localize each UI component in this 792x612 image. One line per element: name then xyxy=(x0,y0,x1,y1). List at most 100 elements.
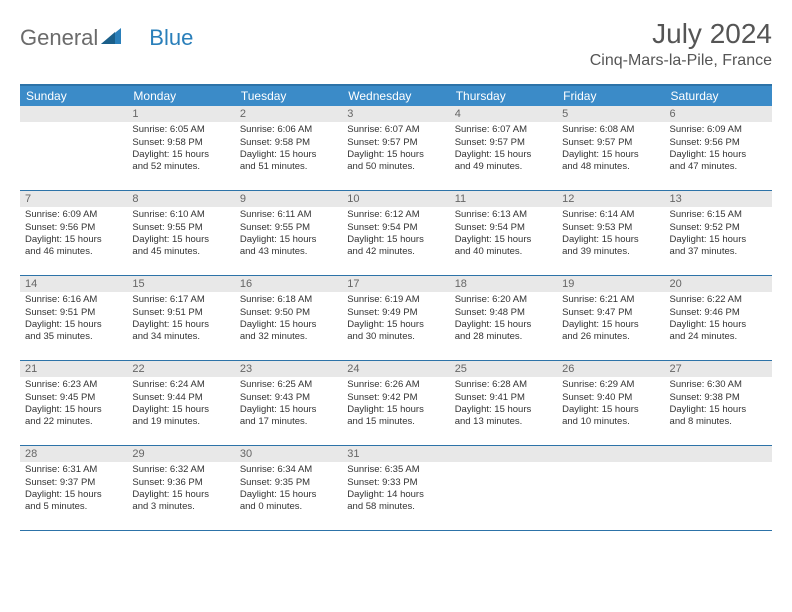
day-line: Sunset: 9:55 PM xyxy=(132,222,229,234)
day-cell xyxy=(665,446,772,530)
day-line: Sunrise: 6:26 AM xyxy=(347,379,444,391)
day-header-cell: Thursday xyxy=(450,86,557,106)
day-line: Sunrise: 6:21 AM xyxy=(562,294,659,306)
day-cell: 27Sunrise: 6:30 AMSunset: 9:38 PMDayligh… xyxy=(665,361,772,445)
day-line: Sunset: 9:57 PM xyxy=(455,137,552,149)
day-number: 31 xyxy=(342,446,449,462)
day-cell: 6Sunrise: 6:09 AMSunset: 9:56 PMDaylight… xyxy=(665,106,772,190)
day-number: 6 xyxy=(665,106,772,122)
day-line: Sunrise: 6:29 AM xyxy=(562,379,659,391)
day-content: Sunrise: 6:10 AMSunset: 9:55 PMDaylight:… xyxy=(127,207,234,262)
day-content: Sunrise: 6:25 AMSunset: 9:43 PMDaylight:… xyxy=(235,377,342,432)
day-cell: 23Sunrise: 6:25 AMSunset: 9:43 PMDayligh… xyxy=(235,361,342,445)
day-line: Sunset: 9:54 PM xyxy=(455,222,552,234)
day-line: and 17 minutes. xyxy=(240,416,337,428)
day-number: 30 xyxy=(235,446,342,462)
day-content: Sunrise: 6:21 AMSunset: 9:47 PMDaylight:… xyxy=(557,292,664,347)
day-line: Daylight: 15 hours xyxy=(562,234,659,246)
day-content: Sunrise: 6:29 AMSunset: 9:40 PMDaylight:… xyxy=(557,377,664,432)
day-line: Daylight: 15 hours xyxy=(240,149,337,161)
day-number: 23 xyxy=(235,361,342,377)
day-line: Daylight: 15 hours xyxy=(132,149,229,161)
day-line: Sunrise: 6:34 AM xyxy=(240,464,337,476)
day-content: Sunrise: 6:35 AMSunset: 9:33 PMDaylight:… xyxy=(342,462,449,517)
day-content: Sunrise: 6:13 AMSunset: 9:54 PMDaylight:… xyxy=(450,207,557,262)
day-line: Sunset: 9:51 PM xyxy=(25,307,122,319)
month-title: July 2024 xyxy=(590,18,772,50)
day-number: 27 xyxy=(665,361,772,377)
day-cell: 15Sunrise: 6:17 AMSunset: 9:51 PMDayligh… xyxy=(127,276,234,360)
day-content: Sunrise: 6:19 AMSunset: 9:49 PMDaylight:… xyxy=(342,292,449,347)
day-content: Sunrise: 6:31 AMSunset: 9:37 PMDaylight:… xyxy=(20,462,127,517)
day-line: Daylight: 15 hours xyxy=(670,404,767,416)
day-line: Daylight: 15 hours xyxy=(562,319,659,331)
day-line: Sunrise: 6:24 AM xyxy=(132,379,229,391)
day-line: Sunset: 9:43 PM xyxy=(240,392,337,404)
day-line: Sunset: 9:57 PM xyxy=(562,137,659,149)
location: Cinq-Mars-la-Pile, France xyxy=(590,52,772,70)
day-line: and 52 minutes. xyxy=(132,161,229,173)
day-content: Sunrise: 6:07 AMSunset: 9:57 PMDaylight:… xyxy=(450,122,557,177)
day-line: Daylight: 15 hours xyxy=(670,149,767,161)
day-line: Daylight: 14 hours xyxy=(347,489,444,501)
day-line: Sunset: 9:41 PM xyxy=(455,392,552,404)
day-content: Sunrise: 6:24 AMSunset: 9:44 PMDaylight:… xyxy=(127,377,234,432)
day-number: 11 xyxy=(450,191,557,207)
day-line: and 47 minutes. xyxy=(670,161,767,173)
day-line: Daylight: 15 hours xyxy=(132,234,229,246)
day-cell xyxy=(20,106,127,190)
day-line: Daylight: 15 hours xyxy=(670,319,767,331)
day-number: 15 xyxy=(127,276,234,292)
day-line: Sunrise: 6:32 AM xyxy=(132,464,229,476)
day-cell: 30Sunrise: 6:34 AMSunset: 9:35 PMDayligh… xyxy=(235,446,342,530)
day-line: and 43 minutes. xyxy=(240,246,337,258)
day-line: Daylight: 15 hours xyxy=(240,404,337,416)
day-line: Sunrise: 6:23 AM xyxy=(25,379,122,391)
day-line: Sunset: 9:45 PM xyxy=(25,392,122,404)
day-content: Sunrise: 6:12 AMSunset: 9:54 PMDaylight:… xyxy=(342,207,449,262)
day-line: Sunset: 9:58 PM xyxy=(132,137,229,149)
day-number: 19 xyxy=(557,276,664,292)
day-number: 21 xyxy=(20,361,127,377)
day-line: and 22 minutes. xyxy=(25,416,122,428)
day-number: 3 xyxy=(342,106,449,122)
day-cell: 5Sunrise: 6:08 AMSunset: 9:57 PMDaylight… xyxy=(557,106,664,190)
day-cell: 22Sunrise: 6:24 AMSunset: 9:44 PMDayligh… xyxy=(127,361,234,445)
day-number: 10 xyxy=(342,191,449,207)
logo-triangle-icon xyxy=(101,24,121,50)
day-cell: 14Sunrise: 6:16 AMSunset: 9:51 PMDayligh… xyxy=(20,276,127,360)
day-content: Sunrise: 6:14 AMSunset: 9:53 PMDaylight:… xyxy=(557,207,664,262)
day-line: Sunrise: 6:20 AM xyxy=(455,294,552,306)
day-line: Sunset: 9:51 PM xyxy=(132,307,229,319)
day-cell: 31Sunrise: 6:35 AMSunset: 9:33 PMDayligh… xyxy=(342,446,449,530)
day-line: Sunset: 9:53 PM xyxy=(562,222,659,234)
week-row: 14Sunrise: 6:16 AMSunset: 9:51 PMDayligh… xyxy=(20,276,772,361)
day-line: Daylight: 15 hours xyxy=(132,319,229,331)
day-line: Sunrise: 6:14 AM xyxy=(562,209,659,221)
day-line: and 24 minutes. xyxy=(670,331,767,343)
day-line: and 3 minutes. xyxy=(132,501,229,513)
day-number: 14 xyxy=(20,276,127,292)
day-line: Sunset: 9:42 PM xyxy=(347,392,444,404)
day-line: and 15 minutes. xyxy=(347,416,444,428)
day-cell: 16Sunrise: 6:18 AMSunset: 9:50 PMDayligh… xyxy=(235,276,342,360)
day-line: and 30 minutes. xyxy=(347,331,444,343)
logo-text-blue: Blue xyxy=(149,25,193,51)
day-content: Sunrise: 6:07 AMSunset: 9:57 PMDaylight:… xyxy=(342,122,449,177)
day-cell xyxy=(557,446,664,530)
day-line: and 49 minutes. xyxy=(455,161,552,173)
day-line: Daylight: 15 hours xyxy=(562,149,659,161)
day-line: Daylight: 15 hours xyxy=(240,319,337,331)
day-line: Sunrise: 6:35 AM xyxy=(347,464,444,476)
day-header-cell: Wednesday xyxy=(342,86,449,106)
week-row: 28Sunrise: 6:31 AMSunset: 9:37 PMDayligh… xyxy=(20,446,772,531)
day-line: and 48 minutes. xyxy=(562,161,659,173)
day-cell: 2Sunrise: 6:06 AMSunset: 9:58 PMDaylight… xyxy=(235,106,342,190)
day-line: Daylight: 15 hours xyxy=(670,234,767,246)
day-line: and 46 minutes. xyxy=(25,246,122,258)
day-line: Sunrise: 6:07 AM xyxy=(347,124,444,136)
day-line: Sunrise: 6:09 AM xyxy=(670,124,767,136)
day-content: Sunrise: 6:08 AMSunset: 9:57 PMDaylight:… xyxy=(557,122,664,177)
day-line: Sunset: 9:33 PM xyxy=(347,477,444,489)
day-content: Sunrise: 6:09 AMSunset: 9:56 PMDaylight:… xyxy=(665,122,772,177)
